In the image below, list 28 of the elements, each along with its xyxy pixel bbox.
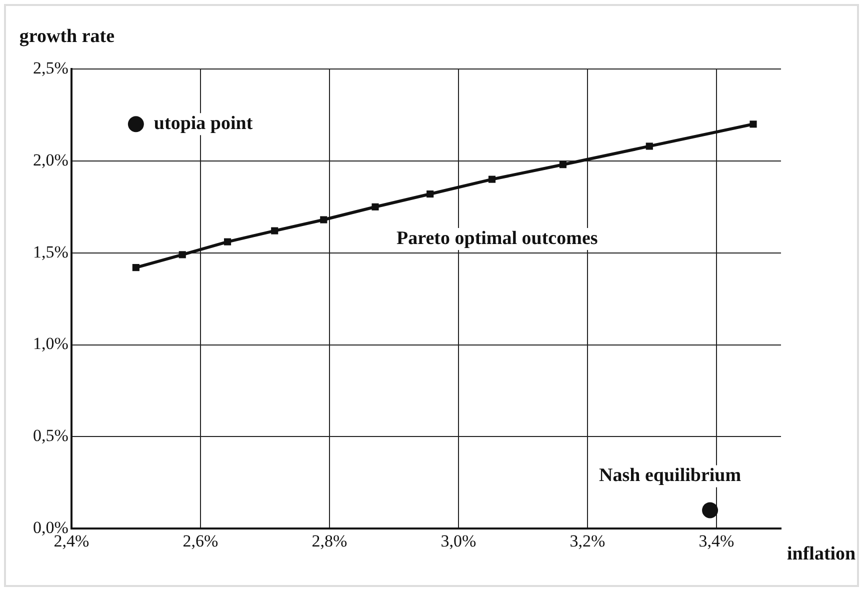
- point: [702, 502, 718, 518]
- x-axis-title: inflation: [787, 544, 856, 565]
- point: [559, 161, 566, 168]
- point: [320, 216, 328, 224]
- point: [372, 203, 379, 210]
- y-tick-label: 1,0%: [32, 334, 68, 354]
- x-tick-label: 3,0%: [440, 531, 476, 550]
- point: [488, 176, 496, 183]
- point: [224, 238, 232, 246]
- x-tick-label: 2,6%: [182, 531, 218, 550]
- annotation: Nash equilibrium: [599, 465, 742, 486]
- y-tick-label: 2,5%: [32, 58, 68, 78]
- y-tick-label: 0,5%: [32, 426, 68, 446]
- point: [132, 264, 140, 272]
- x-tick-label: 2,8%: [312, 531, 348, 550]
- point: [128, 116, 144, 132]
- annotation: Pareto optimal outcomes: [396, 228, 598, 249]
- point: [271, 227, 278, 234]
- x-tick-label: 3,4%: [698, 531, 734, 550]
- y-tick-label: 1,5%: [32, 242, 68, 262]
- annotation: utopia point: [154, 113, 254, 134]
- point: [426, 190, 434, 198]
- point: [750, 120, 757, 128]
- y-axis-title: growth rate: [19, 26, 115, 47]
- x-tick-label: 3,2%: [570, 531, 606, 550]
- y-tick-label: 2,0%: [32, 150, 68, 170]
- point: [178, 251, 186, 258]
- point: [646, 142, 653, 150]
